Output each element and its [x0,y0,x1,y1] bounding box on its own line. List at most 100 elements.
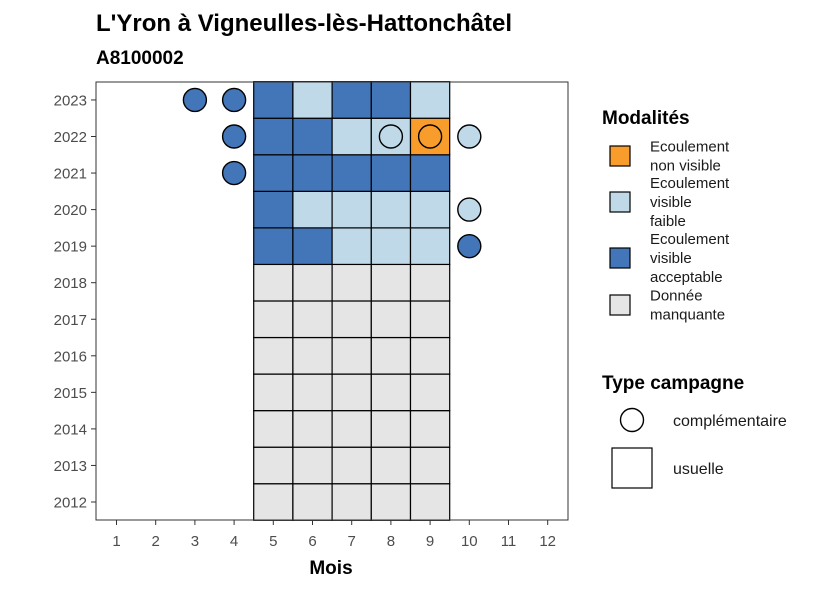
legend-campagne-label: usuelle [673,461,724,478]
tile-usuelle [253,154,294,192]
x-tick-label: 8 [387,533,395,550]
y-tick-label: 2023 [54,92,87,109]
chart-title: L'Yron à Vigneulles-lès-Hattonchâtel [96,10,512,37]
tile-usuelle [370,81,412,119]
tile-usuelle [253,336,294,375]
y-tick-label: 2017 [54,312,87,329]
point-complementaire [378,124,404,149]
tile-usuelle [331,336,372,375]
tile-usuelle [331,154,372,192]
tile-usuelle [331,300,372,339]
chart-subtitle: A8100002 [96,48,184,69]
x-tick-label: 9 [426,533,434,550]
point-complementaire [417,124,443,149]
tile-usuelle [292,446,333,485]
tile-usuelle [370,190,412,229]
tile-usuelle [253,483,294,521]
tile-usuelle [331,81,372,119]
tile-usuelle [409,336,451,375]
tile-usuelle [370,227,412,266]
point-complementaire [457,124,482,149]
tile-usuelle [331,263,372,302]
point-complementaire [221,87,247,113]
y-tick-label: 2016 [54,348,87,365]
point-complementaire [457,233,482,259]
legend-key-swatch [609,247,631,269]
tile-usuelle [331,446,372,485]
tile-usuelle [253,410,294,448]
tile-usuelle [409,373,451,412]
tile-usuelle [409,81,451,119]
legend-key-swatch [609,191,631,213]
x-tick-label: 11 [501,533,517,550]
tile-usuelle [253,300,294,339]
x-tick-label: 5 [269,533,277,550]
tile-usuelle [331,117,372,156]
point-complementaire [182,87,208,113]
y-tick-label: 2019 [54,239,87,256]
tile-usuelle [253,117,294,156]
legend-campagne-square [611,447,653,489]
tile-usuelle [370,336,412,375]
legend-key-label: Donnée manquante [650,288,725,324]
x-tick-label: 6 [308,533,316,550]
tile-usuelle [292,190,333,229]
tile-usuelle [292,373,333,412]
tile-usuelle [370,300,412,339]
tile-usuelle [253,227,294,266]
x-tick-label: 2 [152,533,160,550]
tile-usuelle [331,483,372,521]
legend-campagne-circle [619,407,645,433]
tile-usuelle [409,300,451,339]
x-tick-label: 1 [112,533,120,550]
legend-campagne: complémentaire usuelle [611,407,787,489]
y-tick-label: 2013 [54,458,87,475]
y-tick-label: 2022 [54,129,87,146]
tile-usuelle [253,263,294,302]
tile-usuelle [292,483,333,521]
tile-usuelle [331,373,372,412]
legend-campagne-title: Type campagne [602,373,744,394]
tile-usuelle [331,410,372,448]
x-tick-label: 4 [230,533,238,550]
legend-key-swatch [609,145,631,167]
tile-usuelle [253,81,294,119]
y-tick-label: 2018 [54,275,87,292]
tile-usuelle [409,446,451,485]
tile-usuelle [370,154,412,192]
point-complementaire [457,197,482,222]
plot-border [95,81,569,521]
tile-usuelle [253,190,294,229]
point-complementaire [221,124,247,149]
point-complementaire [221,160,247,186]
y-tick-label: 2020 [54,202,87,219]
tile-usuelle [292,227,333,266]
tile-usuelle [292,154,333,192]
y-tick-label: 2012 [54,495,87,512]
tile-usuelle [370,483,412,521]
tile-usuelle [331,227,372,266]
x-tick-label: 7 [348,533,356,550]
x-tick-label: 3 [191,533,199,550]
x-axis-label: Mois [309,558,352,579]
x-tick-label: 12 [539,533,556,550]
legend-campagne-label: complémentaire [673,413,787,430]
tile-usuelle [370,410,412,448]
legend-modalites-title: Modalités [602,108,690,129]
y-tick-label: 2014 [54,421,87,438]
x-tick-label: 10 [461,533,478,550]
legend-key-label: Ecoulement visible faible [650,175,730,230]
tile-usuelle [292,300,333,339]
legend-key-label: Ecoulement non visible [650,139,730,175]
tile-usuelle [292,117,333,156]
tile-usuelle [409,154,451,192]
tile-usuelle [409,190,451,229]
tile-usuelle [292,81,333,119]
tile-usuelle [331,190,372,229]
legend-key-swatch [609,294,631,316]
tile-usuelle [370,263,412,302]
tile-usuelle [253,373,294,412]
tile-usuelle [370,373,412,412]
